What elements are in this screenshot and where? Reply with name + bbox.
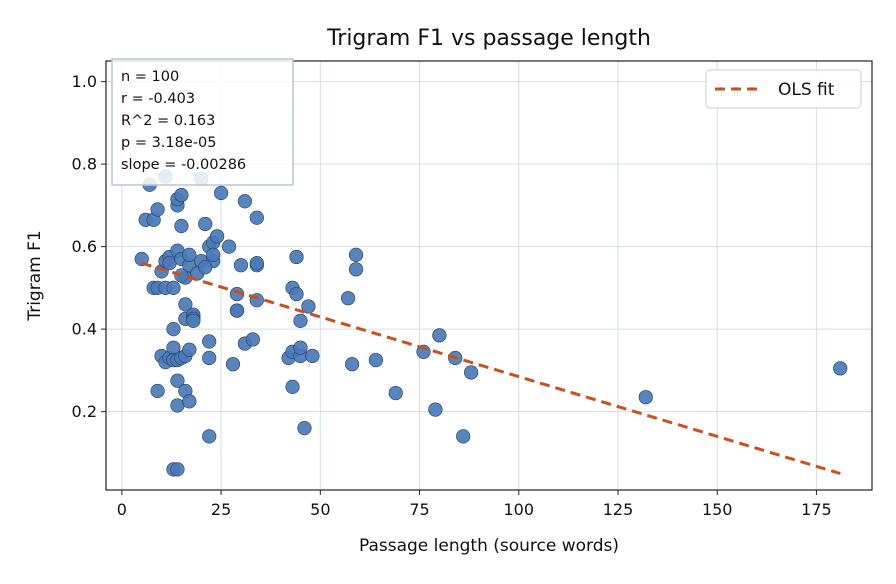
data-point xyxy=(229,303,245,318)
legend-frame xyxy=(705,69,862,109)
x-tick-label: 25 xyxy=(211,500,231,519)
data-point xyxy=(202,350,217,366)
data-point xyxy=(237,194,253,209)
stats-n: n = 100 xyxy=(121,69,179,85)
data-point xyxy=(210,229,225,244)
data-point xyxy=(225,357,241,372)
data-point xyxy=(170,398,185,413)
data-point xyxy=(170,462,185,477)
data-point xyxy=(170,373,185,388)
data-point xyxy=(388,385,403,401)
y-tick-label: 0.4 xyxy=(72,320,97,339)
data-point xyxy=(305,348,320,364)
data-point xyxy=(289,286,304,302)
data-point xyxy=(213,185,229,201)
data-point xyxy=(182,394,197,409)
stats-r: r = -0.403 xyxy=(121,91,195,107)
data-point xyxy=(348,262,364,277)
stats-box: n = 100 r = -0.403 R^2 = 0.163 p = 3.18e… xyxy=(111,58,294,186)
data-point xyxy=(341,291,356,306)
x-tick-label: 75 xyxy=(409,500,429,519)
legend-label-ols-fit: OLS fit xyxy=(778,80,835,100)
data-point xyxy=(297,421,312,436)
x-tick-label: 0 xyxy=(117,500,127,519)
data-point xyxy=(249,210,264,225)
data-point xyxy=(221,239,237,254)
x-tick-label: 50 xyxy=(310,500,330,519)
data-point xyxy=(178,297,193,312)
data-point xyxy=(301,299,316,314)
data-point xyxy=(202,334,217,349)
data-point xyxy=(229,286,245,302)
data-point xyxy=(464,365,479,380)
x-tick-label: 150 xyxy=(702,500,733,519)
data-point xyxy=(249,256,264,271)
x-tick-label: 100 xyxy=(503,500,534,519)
data-point xyxy=(198,260,213,275)
data-point xyxy=(186,313,201,328)
stats-slope: slope = -0.00286 xyxy=(121,157,246,173)
data-point xyxy=(344,357,360,372)
y-tick-label: 1.0 xyxy=(72,72,97,91)
data-point xyxy=(833,361,848,376)
data-point xyxy=(368,352,383,368)
y-axis-label: Trigram F1 xyxy=(25,230,45,321)
stats-r-squared: R^2 = 0.163 xyxy=(121,113,215,129)
data-point xyxy=(233,258,249,273)
x-tick-label: 175 xyxy=(801,500,832,519)
stats-box-frame xyxy=(111,58,294,186)
data-point xyxy=(134,251,149,267)
y-tick-label: 0.6 xyxy=(72,237,97,256)
data-point xyxy=(285,379,300,394)
data-point xyxy=(348,247,364,262)
data-point xyxy=(174,187,189,203)
data-point xyxy=(293,340,308,355)
grid xyxy=(106,61,872,490)
plot-frame xyxy=(105,60,873,491)
data-point xyxy=(198,216,213,232)
data-point xyxy=(166,280,181,295)
data-point xyxy=(289,249,304,265)
data-point xyxy=(202,429,217,444)
data-point xyxy=(150,383,165,399)
x-axis-label: Passage length (source words) xyxy=(359,536,619,556)
data-point xyxy=(293,313,308,328)
chart-title: Trigram F1 vs passage length xyxy=(326,26,651,51)
data-point xyxy=(162,256,177,271)
data-point xyxy=(182,247,197,262)
data-point xyxy=(245,332,260,347)
data-point xyxy=(182,342,197,357)
stats-p: p = 3.18e-05 xyxy=(121,135,216,151)
axis-ticks: 0 25 50 75 100 125 150 175 0.2 0.4 0.6 0.8 1.0 xyxy=(72,72,832,519)
data-point xyxy=(150,202,165,217)
y-tick-label: 0.8 xyxy=(72,155,97,174)
legend: OLS fit xyxy=(705,69,862,109)
data-point xyxy=(432,328,447,343)
data-point xyxy=(638,390,653,405)
x-tick-label: 125 xyxy=(603,500,634,519)
y-tick-label: 0.2 xyxy=(72,402,97,421)
ols-fit-line xyxy=(141,261,841,475)
data-point xyxy=(174,218,189,234)
data-point xyxy=(456,429,471,444)
data-point xyxy=(166,322,181,337)
data-point xyxy=(206,247,221,262)
data-point xyxy=(428,402,443,417)
